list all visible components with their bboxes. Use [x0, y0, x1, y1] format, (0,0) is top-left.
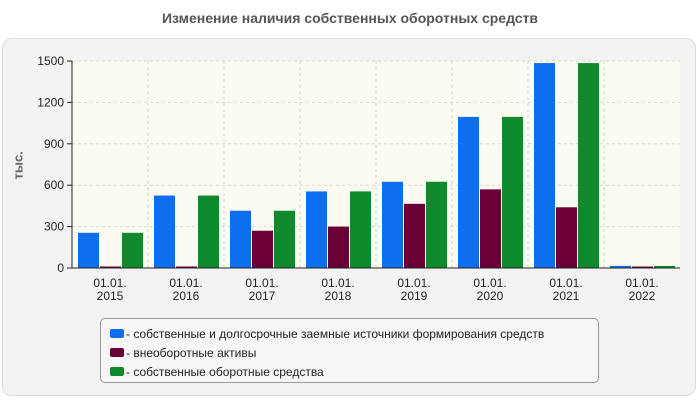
y-tick-label: 900 — [44, 137, 64, 151]
legend-item-noncurrent-assets: - внеоборотные активы — [110, 343, 598, 362]
x-tick-label: 2015 — [97, 289, 124, 303]
legend-swatch — [110, 329, 124, 338]
y-tick-label: 1200 — [37, 95, 64, 109]
chart-title: Изменение наличия собственных оборотных … — [161, 10, 539, 26]
bar — [230, 210, 251, 268]
y-tick-labels: 0 300 600 900 1200 1500 — [37, 54, 64, 275]
y-tick-label: 300 — [44, 220, 64, 234]
x-tick-label: 01.01. — [625, 276, 658, 290]
bar — [328, 226, 349, 268]
legend-item-working-capital: - собственные оборотные средства — [110, 362, 598, 381]
legend: - собственные и долгосрочные заемные ист… — [100, 318, 599, 383]
bar — [274, 210, 295, 268]
x-tick-label: 01.01. — [169, 276, 202, 290]
x-tick-label: 01.01. — [321, 276, 354, 290]
legend-label: - внеоборотные активы — [126, 345, 257, 360]
x-tick-label: 2019 — [401, 289, 428, 303]
bar — [556, 207, 577, 268]
x-tick-label: 2018 — [325, 289, 352, 303]
x-tick-label: 2020 — [477, 289, 504, 303]
legend-swatch — [110, 367, 124, 376]
x-tick-labels: 01.01.201501.01.201601.01.201701.01.2018… — [93, 276, 658, 303]
x-tick-label: 01.01. — [549, 276, 582, 290]
bar — [654, 265, 675, 268]
bar — [382, 181, 403, 268]
bar — [306, 191, 327, 268]
bar — [252, 230, 273, 268]
x-tick-label: 01.01. — [473, 276, 506, 290]
bar — [122, 232, 143, 268]
bar — [100, 266, 121, 268]
bar — [78, 232, 99, 268]
x-tick-label: 2017 — [249, 289, 276, 303]
legend-item-sources: - собственные и долгосрочные заемные ист… — [110, 324, 598, 343]
legend-label: - собственные оборотные средства — [126, 364, 324, 379]
y-tick-label: 0 — [57, 261, 64, 275]
bar — [610, 265, 631, 268]
bar — [350, 191, 371, 268]
bars — [78, 63, 675, 268]
legend-label: - собственные и долгосрочные заемные ист… — [126, 326, 545, 341]
bar — [198, 195, 219, 268]
y-axis-label: тыс. — [10, 151, 26, 180]
x-tick-label: 2016 — [173, 289, 200, 303]
bar — [426, 181, 447, 268]
x-tick-label: 01.01. — [397, 276, 430, 290]
bar — [632, 266, 653, 268]
x-tick-label: 01.01. — [93, 276, 126, 290]
bar — [578, 63, 599, 268]
bar — [480, 189, 501, 268]
x-tick-label: 01.01. — [245, 276, 278, 290]
bar — [404, 203, 425, 268]
bar — [154, 195, 175, 268]
y-tick-label: 600 — [44, 178, 64, 192]
x-tick-label: 2021 — [553, 289, 580, 303]
x-tick-label: 2022 — [629, 289, 656, 303]
bar — [534, 63, 555, 268]
y-tick-label: 1500 — [37, 54, 64, 68]
bar — [176, 266, 197, 268]
bar — [458, 116, 479, 268]
bar — [502, 116, 523, 268]
legend-swatch — [110, 348, 124, 357]
